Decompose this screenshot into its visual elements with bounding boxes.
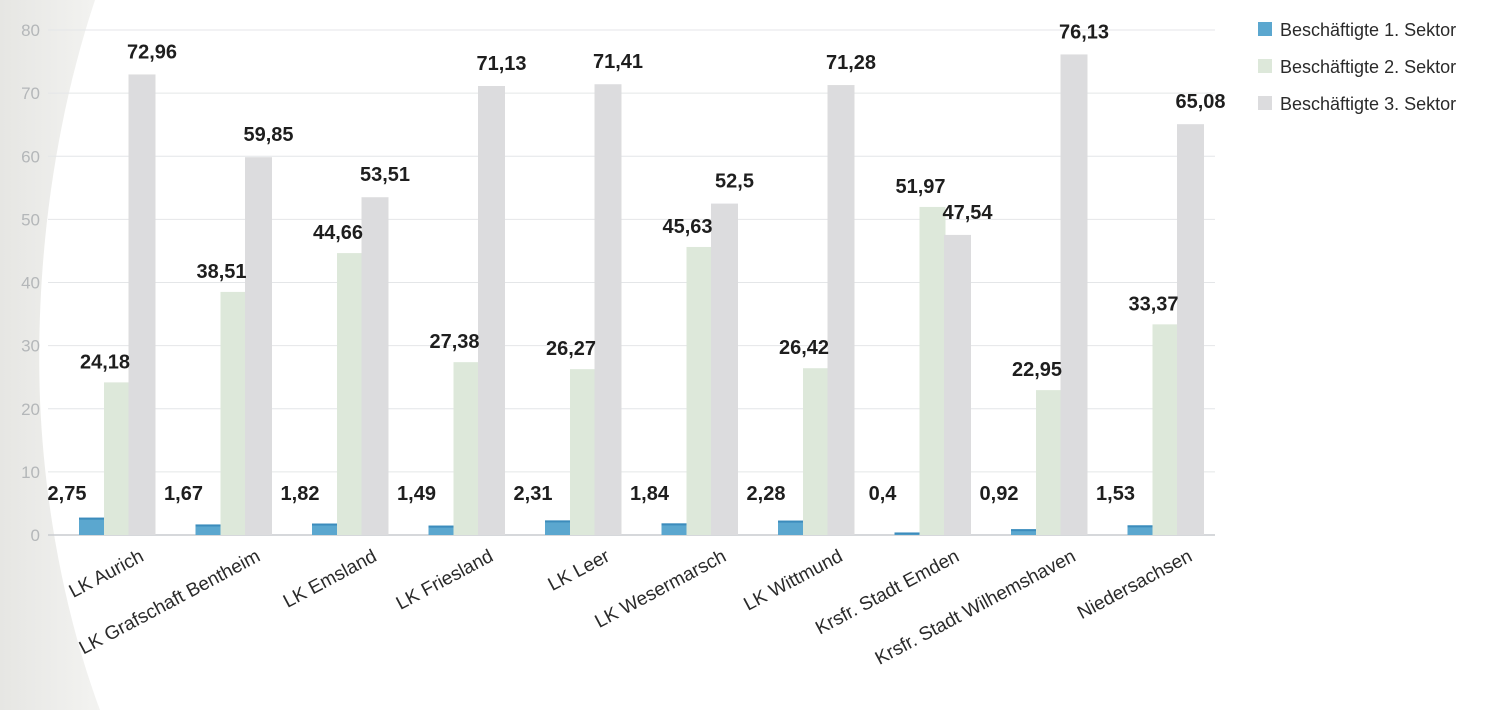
data-label: 45,63 bbox=[662, 216, 712, 238]
data-label: 24,18 bbox=[80, 351, 130, 373]
bar-highlight bbox=[195, 524, 222, 527]
bar-sector-3 bbox=[245, 157, 272, 535]
bar-highlight bbox=[428, 525, 455, 528]
bar-sector-2 bbox=[570, 369, 596, 535]
y-tick-label: 60 bbox=[21, 147, 40, 166]
y-tick-label: 40 bbox=[21, 274, 40, 293]
bar-sector-1 bbox=[545, 520, 571, 535]
x-tick-label: LK Wesermarsch bbox=[592, 546, 730, 633]
legend-label: Beschäftigte 1. Sektor bbox=[1280, 20, 1456, 40]
y-axis: 0 10 20 30 40 50 60 70 80 bbox=[21, 21, 40, 545]
bar-highlight bbox=[1127, 525, 1154, 528]
data-label: 72,96 bbox=[127, 41, 177, 63]
data-label: 1,84 bbox=[630, 483, 670, 505]
x-tick-label: Krsfr. Stadt Wilhemshaven bbox=[872, 546, 1080, 670]
x-tick-label: LK Aurich bbox=[66, 546, 148, 603]
data-label: 71,13 bbox=[476, 53, 526, 75]
bar-highlight bbox=[778, 520, 804, 523]
y-tick-label: 10 bbox=[21, 463, 40, 482]
legend-label: Beschäftigte 3. Sektor bbox=[1280, 94, 1456, 114]
bar-highlight bbox=[545, 520, 571, 523]
bar-highlight bbox=[1011, 529, 1037, 532]
legend-swatch bbox=[1258, 59, 1272, 73]
data-label: 52,5 bbox=[715, 171, 754, 193]
bar-sector-3 bbox=[478, 85, 505, 535]
bar-sector-1 bbox=[79, 517, 105, 535]
data-label: 27,38 bbox=[429, 331, 479, 353]
x-tick-label: LK Leer bbox=[545, 546, 614, 596]
bar-sector-3 bbox=[711, 203, 738, 535]
y-tick-label: 50 bbox=[21, 210, 40, 229]
bar-sector-1 bbox=[1127, 525, 1154, 535]
data-label: 1,67 bbox=[164, 483, 203, 505]
y-tick-label: 0 bbox=[31, 526, 40, 545]
legend-swatch bbox=[1258, 96, 1272, 110]
y-tick-label: 80 bbox=[21, 21, 40, 40]
bar-highlight bbox=[312, 523, 338, 526]
data-labels: 2,75 24,18 72,96 1,67 38,51 59,85 1,82 44,66 53,… bbox=[48, 21, 1226, 505]
data-label: 2,75 bbox=[48, 483, 87, 505]
data-label: 76,13 bbox=[1059, 21, 1109, 43]
bar-sector-1 bbox=[1011, 529, 1037, 535]
bar-sector-3 bbox=[361, 197, 389, 535]
bar-highlight bbox=[661, 523, 688, 526]
bar-sector-3 bbox=[594, 84, 622, 536]
x-tick-label: LK Wittmund bbox=[740, 546, 846, 616]
data-label: 51,97 bbox=[895, 176, 945, 198]
bar-highlight bbox=[79, 517, 105, 520]
data-label: 65,08 bbox=[1175, 91, 1225, 113]
data-label: 22,95 bbox=[1012, 359, 1062, 381]
bar-sector-2 bbox=[919, 206, 946, 535]
data-label: 47,54 bbox=[942, 202, 993, 224]
bar-sector-2 bbox=[453, 362, 480, 535]
data-label: 71,28 bbox=[826, 52, 876, 74]
y-tick-label: 30 bbox=[21, 337, 40, 356]
y-tick-label: 20 bbox=[21, 400, 40, 419]
data-label: 1,53 bbox=[1096, 483, 1135, 505]
bar-sector-1 bbox=[778, 520, 804, 535]
data-label: 33,37 bbox=[1128, 293, 1178, 315]
bar-sector-1 bbox=[428, 525, 455, 535]
data-label: 53,51 bbox=[360, 164, 410, 186]
bars bbox=[79, 54, 1204, 536]
legend-swatch bbox=[1258, 22, 1272, 36]
x-tick-label: LK Friesland bbox=[393, 546, 497, 615]
data-label: 1,82 bbox=[281, 483, 320, 505]
bar-sector-2 bbox=[1152, 324, 1179, 535]
y-tick-label: 70 bbox=[21, 84, 40, 103]
data-label: 38,51 bbox=[196, 261, 246, 283]
bar-sector-3 bbox=[944, 234, 971, 535]
bar-sector-1 bbox=[661, 523, 688, 535]
data-label: 0,4 bbox=[869, 483, 898, 505]
legend: Beschäftigte 1. Sektor Beschäftigte 2. Se… bbox=[1258, 20, 1456, 114]
x-tick-label: LK Emsland bbox=[280, 546, 380, 613]
bar-sector-3 bbox=[1177, 124, 1204, 536]
bar-sector-2 bbox=[220, 291, 247, 535]
bar-highlight bbox=[894, 532, 921, 535]
legend-label: Beschäftigte 2. Sektor bbox=[1280, 57, 1456, 77]
bar-sector-2 bbox=[686, 246, 713, 535]
data-label: 1,49 bbox=[397, 483, 436, 505]
bar-sector-2 bbox=[1036, 390, 1062, 535]
bar-sector-1 bbox=[195, 524, 222, 535]
x-tick-label: Niedersachsen bbox=[1074, 546, 1196, 624]
bar-sector-2 bbox=[803, 368, 829, 535]
data-label: 26,42 bbox=[779, 337, 829, 359]
data-label: 44,66 bbox=[313, 222, 363, 244]
data-label: 59,85 bbox=[243, 124, 293, 146]
bar-sector-3 bbox=[128, 74, 156, 535]
bar-sector-2 bbox=[337, 253, 363, 536]
data-label: 26,27 bbox=[546, 338, 596, 360]
bar-sector-1 bbox=[312, 523, 338, 535]
data-label: 0,92 bbox=[980, 483, 1019, 505]
bar-sector-3 bbox=[1060, 54, 1088, 535]
data-label: 2,31 bbox=[514, 483, 553, 505]
bar-sector-2 bbox=[104, 382, 130, 535]
data-label: 2,28 bbox=[747, 483, 786, 505]
data-label: 71,41 bbox=[593, 51, 643, 73]
bar-sector-3 bbox=[827, 85, 855, 536]
